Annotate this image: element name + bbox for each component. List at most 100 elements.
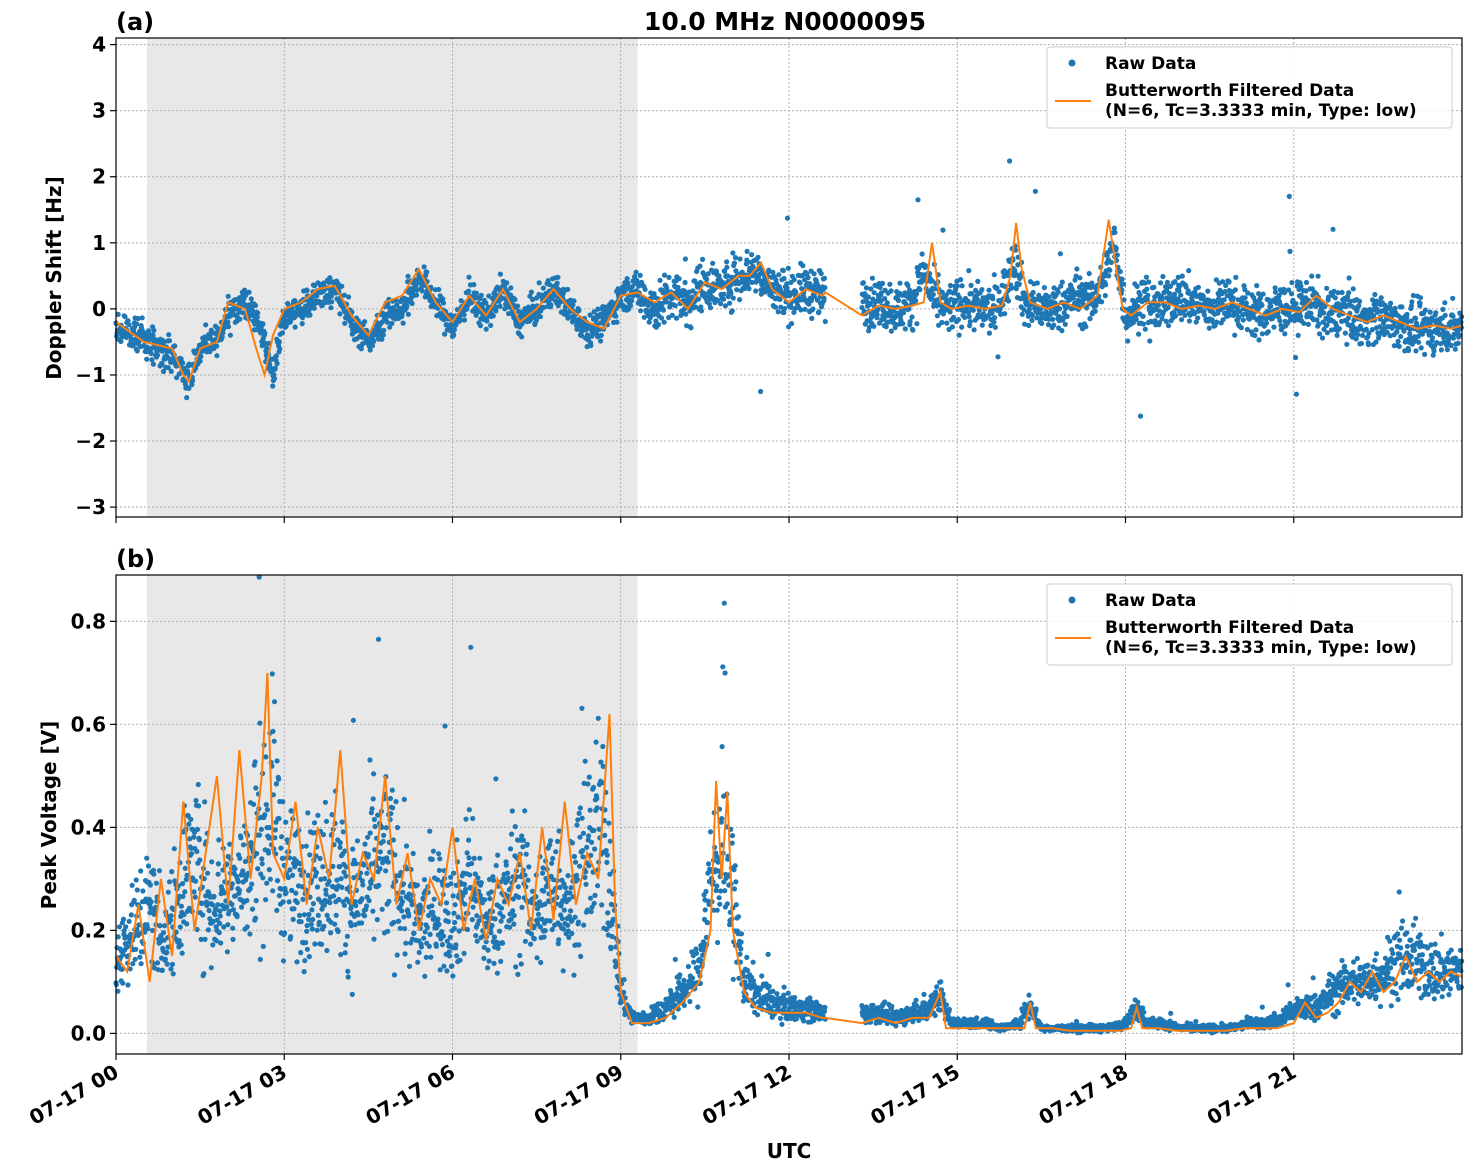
raw-data-point [224, 949, 230, 955]
raw-data-point [816, 309, 822, 315]
raw-data-point [244, 924, 250, 930]
raw-data-point [437, 856, 443, 862]
raw-data-point [436, 921, 442, 928]
raw-data-point [507, 846, 514, 852]
raw-data-point [1409, 299, 1415, 305]
raw-data-point [375, 812, 381, 818]
raw-data-point [174, 375, 180, 381]
panel-a-legend-filtered-line-2: (N=6, Tc=3.3333 min, Type: low) [1105, 101, 1417, 121]
raw-data-point [370, 908, 376, 914]
raw-data-point [251, 801, 257, 808]
raw-data-point [276, 893, 282, 899]
raw-data-point [647, 315, 653, 321]
raw-data-point [429, 856, 435, 862]
raw-data-point [270, 888, 276, 894]
raw-data-point [466, 837, 472, 843]
raw-data-point [657, 277, 663, 283]
raw-data-point [311, 820, 318, 826]
raw-data-point [887, 281, 893, 287]
raw-data-point [504, 280, 510, 286]
raw-data-point [264, 880, 270, 886]
raw-data-point [1156, 308, 1162, 314]
raw-data-point [508, 285, 514, 291]
raw-data-point [178, 903, 184, 909]
raw-data-point [237, 316, 243, 322]
raw-data-point [200, 912, 206, 918]
raw-data-point [162, 956, 168, 962]
raw-data-point [621, 977, 627, 983]
raw-data-point [464, 850, 470, 856]
raw-data-point [913, 298, 919, 304]
raw-data-point [314, 884, 321, 890]
raw-data-point [195, 781, 201, 788]
raw-data-point [940, 227, 946, 233]
raw-data-point [605, 910, 611, 916]
raw-data-point [260, 321, 266, 327]
raw-data-point [1238, 325, 1244, 331]
raw-data-point [929, 278, 935, 284]
raw-data-point [875, 306, 881, 312]
y-tick-label: −3 [75, 495, 106, 519]
raw-data-point [1282, 331, 1288, 337]
raw-data-point [513, 964, 519, 970]
raw-data-point [791, 277, 797, 283]
raw-data-point [540, 285, 547, 291]
raw-data-point [389, 320, 395, 326]
raw-data-point [585, 781, 591, 787]
raw-data-point [511, 912, 517, 919]
raw-data-point [512, 296, 518, 303]
raw-data-point [569, 840, 576, 846]
raw-data-point [528, 289, 535, 295]
raw-data-point [207, 349, 213, 355]
raw-data-point [483, 326, 489, 332]
raw-data-point [746, 286, 752, 292]
raw-data-point [1158, 280, 1164, 286]
raw-data-point [494, 970, 500, 976]
raw-data-point [959, 324, 965, 330]
raw-data-point [592, 892, 598, 899]
raw-data-point [131, 897, 137, 903]
raw-data-point [682, 279, 688, 286]
raw-data-point [571, 298, 577, 304]
raw-data-point [1455, 340, 1461, 346]
raw-data-point [202, 936, 208, 942]
raw-data-point [214, 343, 220, 349]
raw-data-point [440, 300, 447, 306]
raw-data-point [587, 312, 593, 318]
raw-data-point [273, 781, 279, 787]
raw-data-point [773, 277, 779, 283]
raw-data-point [939, 319, 945, 326]
raw-data-point [259, 861, 265, 867]
raw-data-point [303, 843, 309, 849]
raw-data-point [594, 795, 600, 802]
raw-data-point [211, 893, 217, 899]
raw-data-point [359, 920, 365, 926]
raw-data-point [270, 383, 276, 389]
raw-data-point [132, 956, 138, 962]
raw-data-point [1259, 331, 1265, 337]
chart-title: 10.0 MHz N0000095 [644, 7, 926, 36]
raw-data-point [453, 322, 459, 328]
raw-data-point [956, 332, 962, 338]
raw-data-point [1350, 286, 1356, 292]
raw-data-point [968, 282, 974, 288]
raw-data-point [701, 290, 708, 296]
raw-data-point [189, 382, 195, 388]
raw-data-point [1160, 273, 1166, 280]
raw-data-point [1046, 294, 1052, 300]
raw-data-point [229, 901, 235, 908]
raw-data-point [145, 925, 151, 932]
raw-data-point [316, 919, 322, 925]
raw-data-point [440, 933, 447, 939]
raw-data-point [818, 270, 824, 277]
raw-data-point [137, 954, 143, 960]
raw-data-point [1029, 317, 1035, 323]
raw-data-point [498, 958, 504, 965]
raw-data-point [770, 269, 776, 275]
raw-data-point [602, 832, 608, 839]
raw-data-point [491, 960, 497, 967]
raw-data-point [580, 830, 587, 836]
raw-data-point [1046, 316, 1052, 322]
raw-data-point [588, 343, 594, 349]
raw-data-point [1243, 300, 1249, 306]
